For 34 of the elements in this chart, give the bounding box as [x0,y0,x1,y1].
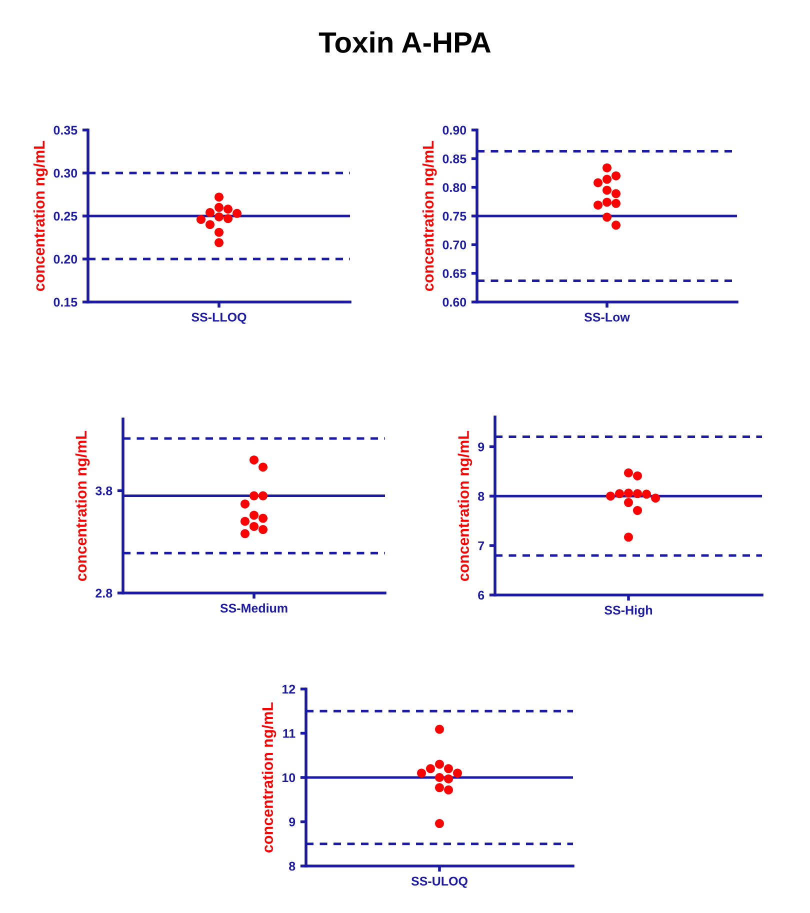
x-tick-label: SS-LLOQ [192,312,246,324]
y-axis-title: concentration ng/mL [75,430,90,581]
chart-title: Toxin A-HPA [318,31,491,53]
y-tick-label: 0.90 [442,126,466,135]
y-tick-label: 0.75 [442,212,466,221]
y-tick-label: 0.85 [442,154,466,164]
y-tick-label: 7 [478,541,484,550]
x-tick-label: SS-Medium [220,603,288,613]
y-tick-label: 0.65 [442,269,466,278]
y-tick-label: 11 [283,729,296,738]
y-tick-label: 6 [478,590,484,600]
y-tick-label: 2.8 [96,588,112,598]
y-tick-label: 0.60 [442,298,466,307]
y-tick-label: 9 [478,442,484,452]
x-tick-label: SS-High [604,605,652,618]
y-axis-title: concentration ng/mL [262,702,276,852]
y-tick-label: 0.80 [442,183,466,192]
y-axis-title: concentration ng/mL [422,140,437,291]
y-axis-title: concentration ng/mL [458,430,472,581]
y-tick-label: 12 [282,684,296,694]
y-tick-label: 0.25 [54,212,78,221]
y-axis-title: concentration ng/mL [33,140,48,291]
y-tick-label: 3.8 [95,486,112,496]
y-tick-label: 0.20 [54,254,78,264]
y-tick-label: 8 [289,862,296,871]
y-tick-label: 0.70 [442,240,466,250]
x-tick-label: SS-ULOQ [411,876,468,888]
x-tick-label: SS-Low [584,312,630,322]
y-tick-label: 0.35 [54,126,78,135]
y-tick-label: 10 [282,773,296,782]
y-tick-label: 8 [478,492,484,501]
y-tick-label: 0.15 [54,298,78,307]
y-tick-label: 0.30 [54,168,78,178]
y-tick-label: 9 [289,818,296,826]
